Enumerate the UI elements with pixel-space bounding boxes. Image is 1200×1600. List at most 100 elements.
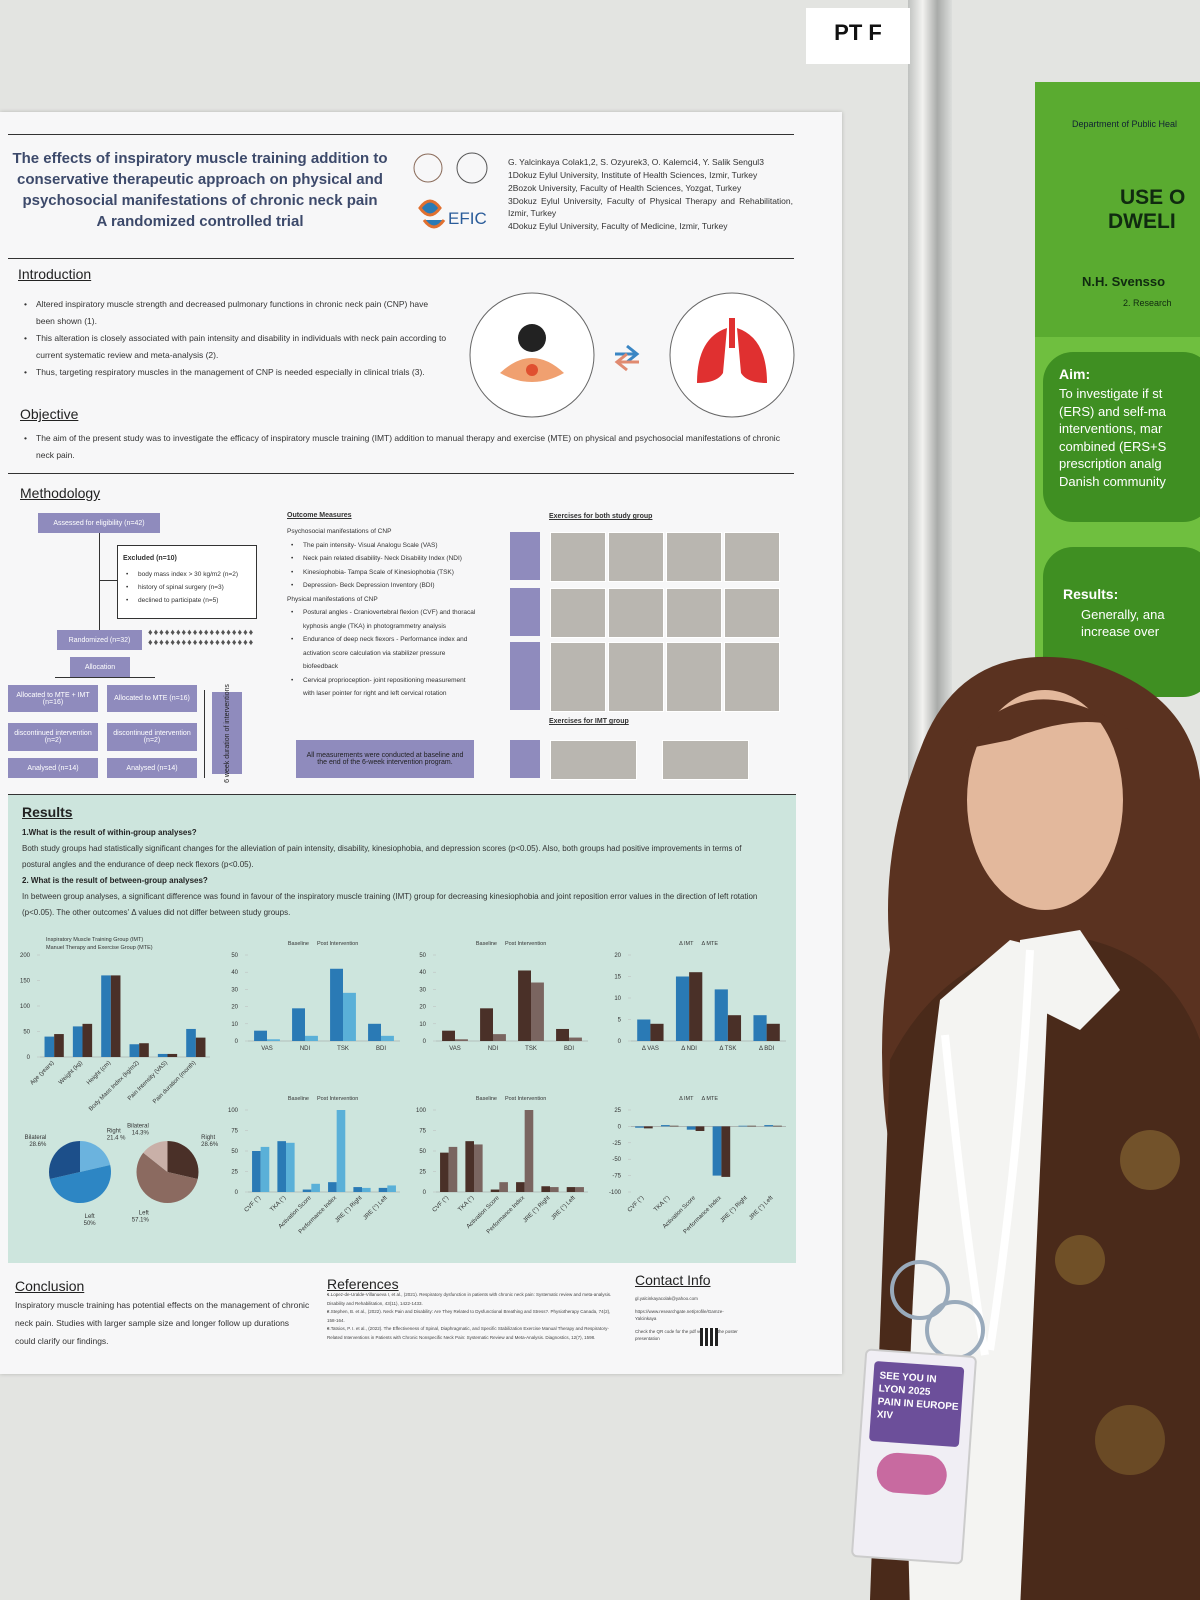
bar [753, 1015, 767, 1041]
bullet-item: • Depression- Beck Depression Inventory (… [291, 579, 477, 593]
contact-item: https://www.researchgate.net/profile/Gam… [635, 1309, 724, 1321]
x-tick-label: JRE (°) Left [363, 1195, 389, 1221]
neighbor-results-text: Generally, ana increase over [1063, 606, 1165, 640]
bar [480, 1008, 493, 1041]
x-tick-label: JRE (°) Left [748, 1195, 774, 1221]
chart: Baseline Post Intervention 0 25 50 75 100 CVF (… [228, 1096, 400, 1235]
pie-label: Bilateral [25, 1135, 47, 1141]
bullet-item: • 3.Tatsios, P. I. et al., (2022). The Ef… [327, 1325, 612, 1342]
exercise-label [510, 532, 540, 580]
aim-line: combined (ERS+S [1059, 438, 1167, 454]
bullet-item: • Postural angles - Craniovertebral flexi… [291, 606, 477, 633]
y-tick-label: 50 [419, 953, 426, 959]
bullet-item: • body mass index > 30 kg/m2 (n=2) [126, 568, 238, 581]
bar [267, 1039, 280, 1041]
bullet-item: • This alteration is closely associated w… [24, 330, 449, 364]
bullet: • [291, 555, 294, 562]
outcome-items: • The pain intensity- Visual Analogu Scal… [287, 539, 477, 593]
y-tick-label: 75 [231, 1129, 238, 1135]
outcomes-heading: Outcome Measures [287, 512, 352, 519]
bullet: • [327, 1326, 329, 1331]
bar [139, 1043, 149, 1057]
x-tick-label: Δ TSK [719, 1046, 736, 1052]
bar [675, 976, 690, 1041]
y-tick-label: 50 [419, 1149, 426, 1155]
y-tick-label: 20 [419, 1005, 426, 1011]
legend-entry: Baseline [476, 1096, 497, 1102]
bullet: • [24, 433, 27, 443]
x-tick-label: VAS [261, 1046, 273, 1052]
bar [499, 1182, 508, 1192]
y-tick-label: 25 [231, 1170, 238, 1176]
logos: EFIC [413, 152, 488, 229]
exercise-label [510, 740, 540, 778]
aim-line: Danish community [1059, 473, 1166, 489]
bar [566, 1187, 576, 1192]
pie-slice [167, 1141, 199, 1179]
y-tick-label: 0 [618, 1124, 622, 1130]
x-tick-label: Age (years) [29, 1060, 55, 1086]
bullet: • [24, 299, 27, 309]
bar [660, 1125, 670, 1127]
pie-label: Left [139, 1211, 149, 1217]
bar [195, 1037, 206, 1057]
bar [637, 1019, 651, 1041]
bar [82, 1023, 93, 1057]
title-line: conservative therapeutic approach on phy… [17, 171, 383, 188]
y-tick-label: 5 [618, 1018, 622, 1024]
section-heading: Results [22, 804, 73, 820]
bar [286, 1142, 295, 1192]
exercise-photo [724, 532, 780, 582]
bullet-item: • history of spinal surgery (n=3) [126, 581, 238, 594]
bullet-text: Depression- Beck Depression Inventory (B… [303, 582, 435, 589]
bar [381, 1035, 394, 1041]
legend-entry: Δ IMT [679, 1096, 694, 1102]
references-list: • 1.Lopez-de-Uralde-Villanueva I, et al.,… [327, 1291, 612, 1342]
y-tick-label: 40 [419, 970, 426, 976]
duration: 6 week duration of interventions [223, 683, 231, 783]
bullet: • [126, 584, 129, 591]
bullet-item: • Neck pain related disability- Neck Disa… [291, 552, 477, 566]
title-line: A randomized controlled trial [96, 213, 304, 230]
bar [448, 1146, 458, 1192]
legend-entry: Post Intervention [505, 941, 546, 947]
pie-value-label: 57.1% [132, 1218, 150, 1224]
bar [167, 1053, 178, 1057]
poster-title: The effects of inspiratory muscle traini… [0, 148, 400, 232]
neighbor-author: N.H. Svensso [1082, 274, 1166, 289]
x-tick-label: CVF (°) [432, 1195, 450, 1213]
exercise-photo [666, 642, 722, 712]
bar [254, 1030, 267, 1041]
x-tick-label: BDI [564, 1046, 574, 1052]
neighbor-affiliation: 2. Research [1123, 298, 1172, 308]
y-tick-label: 100 [416, 1108, 427, 1114]
exercise-label [510, 588, 540, 636]
flow-box: Analysed (n=14) [107, 758, 197, 778]
x-tick-label: TKA (°) [653, 1195, 671, 1213]
bar [575, 1187, 584, 1192]
pie-slice [80, 1141, 111, 1172]
bar [252, 1151, 261, 1192]
bar [686, 1126, 696, 1130]
badge: SEE YOU IN LYON 2025 PAIN IN EUROPE XIV [850, 1348, 978, 1565]
bar [101, 975, 111, 1057]
neighbor-aim: Aim: [1059, 366, 1091, 382]
affiliation: 4Dokuz Eylul University, Faculty of Medi… [508, 221, 728, 231]
x-tick-label: Weight (kg) [58, 1060, 84, 1086]
bar [550, 1187, 559, 1192]
bar [54, 1034, 64, 1057]
bar [635, 1126, 644, 1128]
y-tick-label: 150 [20, 979, 31, 985]
bar [643, 1126, 653, 1129]
authors: G. Yalcinkaya Colak1,2, S. Ozyurek3, O. … [508, 157, 764, 167]
bar [129, 1044, 140, 1057]
pie-value-label: 14.3% [132, 1130, 150, 1136]
bar [569, 1037, 582, 1041]
exercise-photo [666, 588, 722, 638]
contact-list: gl.yalcinkayacolak@yahoo.com https://www.… [625, 1295, 745, 1348]
bar [343, 992, 356, 1041]
bullet-text: The pain intensity- Visual Analogu Scale… [303, 541, 438, 549]
bullet: • [291, 676, 294, 684]
bullet-text: Kinesiophobia- Tampa Scale of Kinesiopho… [303, 568, 454, 576]
